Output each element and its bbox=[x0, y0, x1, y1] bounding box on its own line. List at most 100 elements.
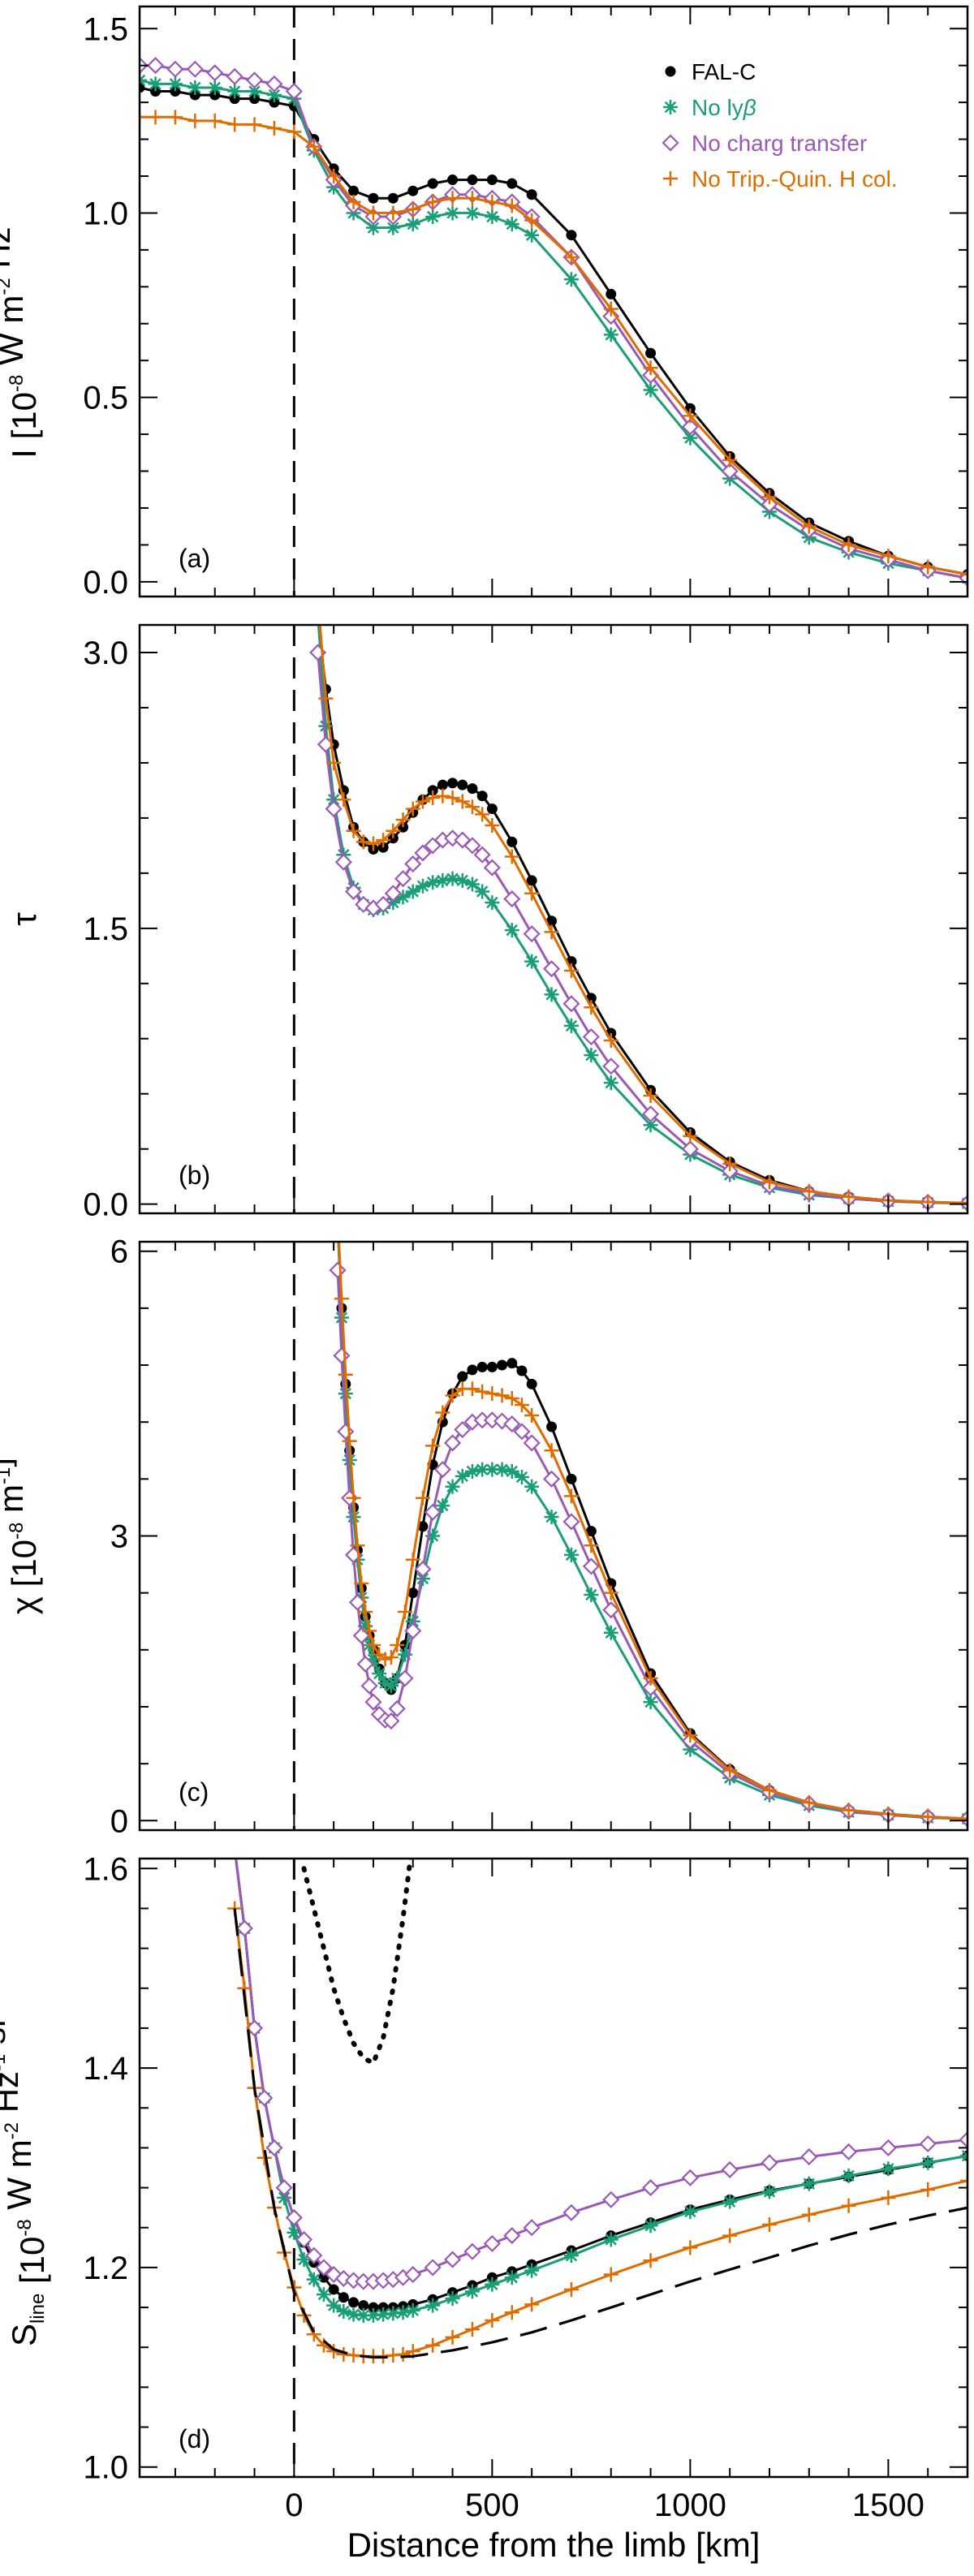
legend-label: No charg transfer bbox=[692, 131, 867, 156]
data-point bbox=[189, 89, 200, 101]
data-point bbox=[365, 220, 381, 235]
data-point bbox=[683, 2240, 698, 2255]
x-axis-label: Distance from the limb [km] bbox=[347, 2526, 761, 2564]
data-point bbox=[348, 2297, 360, 2308]
data-point bbox=[544, 1443, 559, 1458]
data-point bbox=[801, 519, 817, 534]
panels-layer: 0.0 0.5 1.0 1.5 (a) I [10-8 W m-2 Hz-1 sr-1] F… bbox=[0, 5, 969, 2564]
data-point bbox=[504, 217, 519, 232]
data-point bbox=[358, 1618, 373, 1634]
data-point bbox=[170, 86, 181, 97]
data-point bbox=[405, 201, 420, 217]
data-point bbox=[407, 185, 419, 196]
data-point bbox=[960, 566, 968, 582]
data-point bbox=[390, 1637, 405, 1652]
y-tick-label: 1.4 bbox=[83, 2051, 128, 2087]
data-point bbox=[566, 1473, 577, 1484]
data-point bbox=[643, 2218, 658, 2234]
data-point bbox=[445, 191, 460, 206]
data-point bbox=[395, 2346, 411, 2362]
data-point bbox=[524, 1479, 540, 1494]
data-point bbox=[425, 1528, 441, 1544]
data-point bbox=[306, 2272, 321, 2287]
y-tick-label: 3 bbox=[110, 1519, 128, 1555]
data-point bbox=[435, 872, 450, 888]
data-point bbox=[801, 1183, 817, 1199]
data-point bbox=[683, 1728, 698, 1743]
data-point bbox=[287, 124, 302, 140]
data-point bbox=[879, 2139, 897, 2156]
data-point bbox=[365, 2307, 381, 2323]
data-point bbox=[524, 2263, 540, 2278]
data-point bbox=[355, 895, 373, 913]
x-tick-label: 0 bbox=[285, 2488, 303, 2523]
data-point bbox=[476, 790, 488, 802]
data-point bbox=[386, 2306, 401, 2321]
data-point bbox=[265, 75, 283, 93]
data-point bbox=[643, 1695, 658, 1710]
data-point bbox=[485, 895, 500, 911]
data-point bbox=[227, 117, 243, 132]
data-point bbox=[563, 249, 579, 265]
data-point bbox=[504, 923, 519, 938]
data-point bbox=[404, 855, 422, 873]
data-point bbox=[563, 2248, 579, 2264]
data-point bbox=[603, 1625, 618, 1640]
data-point bbox=[358, 1605, 373, 1620]
data-point bbox=[642, 2179, 660, 2197]
legend-marker bbox=[663, 100, 678, 114]
data-point bbox=[368, 192, 379, 204]
data-point bbox=[563, 1488, 579, 1504]
data-point bbox=[486, 1361, 498, 1372]
data-point bbox=[346, 194, 361, 209]
data-point bbox=[881, 2190, 896, 2205]
data-point bbox=[405, 801, 420, 816]
data-point bbox=[503, 1415, 521, 1433]
data-point bbox=[463, 2242, 481, 2260]
data-point bbox=[350, 1538, 365, 1553]
data-point bbox=[424, 2259, 442, 2277]
data-point bbox=[483, 2234, 501, 2252]
data-point bbox=[405, 2302, 420, 2318]
data-point bbox=[227, 84, 243, 99]
data-point bbox=[334, 853, 352, 871]
panel-label: (a) bbox=[179, 544, 210, 573]
data-point bbox=[396, 1669, 414, 1687]
legend-marker bbox=[665, 66, 676, 77]
y-tick-label: 1.0 bbox=[83, 196, 128, 231]
data-point bbox=[643, 382, 658, 398]
data-point bbox=[336, 2303, 351, 2319]
data-point bbox=[643, 360, 658, 376]
data-point bbox=[485, 2277, 500, 2292]
data-point bbox=[148, 110, 163, 125]
data-point bbox=[920, 2155, 936, 2170]
data-point bbox=[326, 169, 342, 184]
data-point bbox=[504, 1390, 519, 1406]
data-point bbox=[722, 1156, 738, 1171]
data-point bbox=[722, 1763, 738, 1778]
data-point bbox=[485, 209, 500, 224]
data-point bbox=[603, 327, 618, 342]
plot-area bbox=[227, 1859, 968, 2477]
data-point bbox=[245, 2019, 264, 2037]
data-point bbox=[841, 1803, 856, 1818]
data-point bbox=[296, 2252, 312, 2268]
data-point bbox=[681, 2169, 699, 2186]
data-point bbox=[503, 2227, 521, 2245]
data-point bbox=[457, 779, 468, 790]
data-point bbox=[346, 1490, 361, 1506]
data-point bbox=[275, 2179, 293, 2197]
data-point bbox=[506, 178, 518, 189]
data-point bbox=[683, 430, 698, 446]
data-point bbox=[372, 1666, 387, 1682]
data-point bbox=[584, 1587, 599, 1602]
data-point bbox=[562, 995, 580, 1013]
data-point bbox=[266, 120, 282, 136]
data-point bbox=[485, 2313, 500, 2328]
data-point bbox=[414, 1560, 432, 1578]
data-point bbox=[229, 93, 240, 105]
y-tick-label: 1.6 bbox=[83, 1851, 128, 1887]
data-point bbox=[425, 790, 441, 805]
data-point bbox=[475, 884, 490, 899]
x-tick-label: 500 bbox=[465, 2488, 519, 2523]
